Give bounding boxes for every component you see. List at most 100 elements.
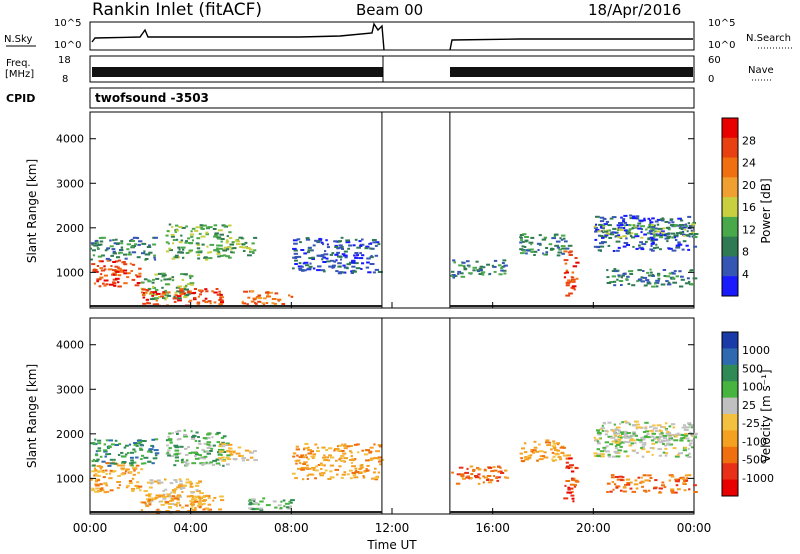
velocity-cell [189, 500, 193, 503]
velocity-cell [215, 458, 221, 461]
velocity-cell [657, 447, 660, 450]
power-cell [111, 273, 114, 276]
power-cell [651, 224, 654, 226]
power-cell [130, 270, 133, 272]
power-cell [352, 244, 356, 247]
power-cell [209, 251, 213, 254]
velocity-cell [153, 480, 158, 483]
power-cell [238, 236, 243, 239]
velocity-cell [670, 490, 675, 493]
power-cell [607, 229, 611, 232]
power-cell [301, 265, 304, 268]
power-cell [183, 285, 187, 288]
velocity-cell [357, 471, 363, 474]
power-cell [374, 254, 379, 257]
power-cell [308, 246, 312, 249]
power-cell [197, 250, 201, 253]
power-cell [152, 286, 156, 289]
power-cell [177, 246, 181, 249]
velocity-cell [195, 453, 200, 456]
velocity-cell [554, 449, 559, 452]
velocity-cell [197, 436, 200, 438]
freq-band-2 [450, 67, 693, 77]
power-cell [225, 240, 229, 243]
power-cell [665, 280, 669, 283]
velocity-cell [142, 440, 147, 442]
velocity-cell [194, 455, 197, 458]
power-cell [571, 271, 575, 274]
power-cell [340, 236, 344, 239]
velocity-cell [327, 478, 332, 480]
power-cell [112, 239, 115, 242]
velocity-cell [601, 424, 604, 427]
power-cell [655, 243, 658, 246]
power-cell [646, 281, 651, 284]
velocity-cell [220, 499, 225, 502]
power-cell [180, 239, 184, 242]
power-cell [110, 254, 114, 257]
power-cell [667, 226, 671, 229]
velocity-cell [131, 488, 135, 490]
velocity-cell [373, 471, 376, 474]
velocity-cell [524, 456, 528, 459]
power-cell [250, 300, 255, 303]
power-cell [164, 291, 170, 294]
power-cell [203, 256, 208, 259]
power-cell [545, 253, 548, 256]
power-cell [185, 252, 190, 254]
velocity-cell [538, 443, 541, 446]
power-cell [676, 224, 681, 227]
velocity-cell [137, 471, 140, 474]
power-cell [649, 271, 653, 274]
velocity-cell [535, 450, 540, 453]
power-cell [241, 300, 244, 303]
power-cell [374, 244, 378, 247]
power-cell [573, 288, 576, 291]
power-cell [184, 241, 188, 244]
velocity-cell [166, 444, 169, 447]
power-cell [235, 239, 238, 242]
power-cell [219, 233, 224, 236]
power-cell [187, 237, 191, 240]
power-region [90, 236, 158, 261]
velocity-cell [180, 459, 184, 462]
velocity-cell [599, 428, 603, 431]
velocity-cell [220, 453, 223, 456]
power-cell [476, 269, 480, 272]
power-cell [684, 228, 687, 231]
velocity-cell [659, 435, 663, 438]
velocity-cell [217, 451, 220, 454]
velocity-cell [616, 478, 621, 481]
power-cell [693, 245, 698, 248]
velocity-cell [371, 477, 376, 480]
velocity-cell [496, 479, 500, 482]
power-cell [217, 237, 222, 240]
x-tick-label: 00:00 [73, 521, 108, 535]
power-cell [243, 290, 249, 293]
velocity-cell [622, 435, 626, 438]
power-cell [358, 257, 364, 260]
freq-tick-top: 18 [58, 55, 71, 66]
power-cell [336, 251, 340, 254]
power-cell [244, 241, 248, 244]
power-cell [671, 249, 677, 252]
velocity-cell [133, 443, 137, 446]
velocity-cell [105, 439, 109, 442]
velocity-cell [660, 432, 664, 435]
velocity-cell [218, 453, 222, 456]
velocity-cell [685, 454, 689, 457]
power-cell [193, 296, 197, 299]
power-cell [640, 225, 645, 228]
velocity-cell [292, 455, 296, 458]
power-cell [350, 272, 354, 274]
x-tick-label: 08:00 [274, 521, 309, 535]
velocity-cell [295, 448, 300, 451]
velocity-cell [550, 448, 553, 451]
velocity-cell [120, 467, 125, 470]
power-cell [622, 227, 626, 229]
power-cell [169, 249, 173, 252]
power-cell [155, 277, 160, 280]
power-cell [271, 302, 275, 305]
power-cell [136, 275, 141, 278]
